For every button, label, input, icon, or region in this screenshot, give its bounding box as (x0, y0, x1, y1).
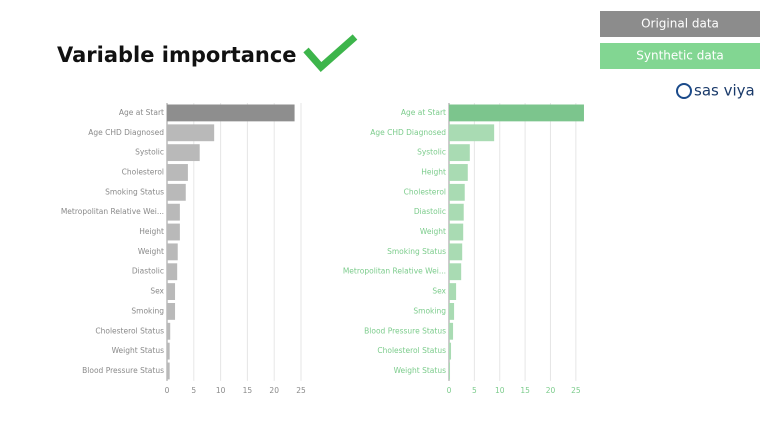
bar (167, 223, 180, 241)
bar (167, 243, 178, 261)
y-tick-label: Diastolic (132, 267, 164, 276)
x-tick-label: 10 (216, 386, 226, 395)
legend-label: Synthetic data (636, 49, 724, 63)
y-tick-label: Age CHD Diagnosed (370, 128, 446, 137)
y-tick-label: Smoking (413, 306, 446, 315)
check-mark (303, 34, 358, 72)
bar (449, 243, 463, 261)
bar (167, 104, 295, 122)
y-tick-label: Cholesterol (404, 187, 446, 196)
y-tick-label: Diastolic (414, 207, 446, 216)
y-tick-label: Weight (138, 247, 164, 256)
y-tick-label: Age at Start (119, 108, 164, 117)
y-tick-label: Height (421, 167, 446, 176)
bar (167, 183, 186, 201)
bar (449, 124, 495, 142)
legend-label: Original data (641, 17, 719, 31)
bar (167, 164, 188, 181)
x-tick-label: 10 (495, 386, 505, 395)
y-tick-label: Systolic (135, 148, 164, 157)
legend-box (600, 11, 760, 37)
y-tick-label: Cholesterol Status (95, 326, 164, 335)
bar (167, 322, 171, 340)
y-tick-label: Age CHD Diagnosed (88, 128, 164, 137)
bar (449, 303, 455, 320)
x-tick-label: 20 (269, 386, 279, 395)
y-tick-label: Sex (150, 287, 164, 296)
x-tick-label: 25 (296, 386, 306, 395)
y-tick-label: Systolic (417, 148, 446, 157)
y-tick-label: Weight Status (394, 366, 447, 375)
bar (167, 303, 176, 320)
y-tick-label: Metropolitan Relative Wei... (61, 207, 164, 216)
legend-box (600, 43, 760, 69)
x-tick-label: 0 (447, 386, 452, 395)
y-tick-label: Weight Status (112, 346, 165, 355)
slide-title: Variable importance (57, 43, 297, 67)
x-tick-label: 25 (571, 386, 581, 395)
y-tick-label: Smoking Status (105, 187, 164, 196)
x-tick-label: 15 (243, 386, 253, 395)
y-tick-label: Blood Pressure Status (82, 366, 164, 375)
bar (449, 322, 454, 340)
x-tick-label: 5 (191, 386, 196, 395)
bar (449, 104, 584, 122)
x-tick-label: 15 (520, 386, 530, 395)
bar (449, 362, 451, 380)
logo: sas viya (694, 82, 755, 100)
y-tick-label: Smoking Status (387, 247, 446, 256)
bar (449, 223, 464, 241)
y-tick-label: Age at Start (401, 108, 446, 117)
y-tick-label: Smoking (131, 306, 164, 315)
bar (167, 144, 200, 162)
bar (167, 203, 180, 221)
y-tick-label: Cholesterol Status (377, 346, 446, 355)
x-tick-label: 5 (472, 386, 477, 395)
bar (449, 342, 452, 360)
bar (449, 263, 462, 281)
bar (167, 342, 170, 360)
bar (449, 164, 468, 181)
logo-icon (676, 83, 692, 99)
bar (449, 203, 464, 221)
y-tick-label: Sex (432, 287, 446, 296)
x-tick-label: 0 (165, 386, 170, 395)
bar (449, 144, 470, 162)
x-tick-label: 20 (546, 386, 556, 395)
bar (167, 124, 215, 142)
bar (167, 263, 178, 281)
y-tick-label: Height (139, 227, 164, 236)
bar (449, 283, 457, 300)
y-tick-label: Blood Pressure Status (364, 326, 446, 335)
bar (449, 183, 465, 201)
y-tick-label: Cholesterol (122, 167, 164, 176)
y-tick-label: Metropolitan Relative Wei... (343, 267, 446, 276)
y-tick-label: Weight (420, 227, 446, 236)
bar (167, 283, 176, 300)
bar (167, 362, 170, 380)
